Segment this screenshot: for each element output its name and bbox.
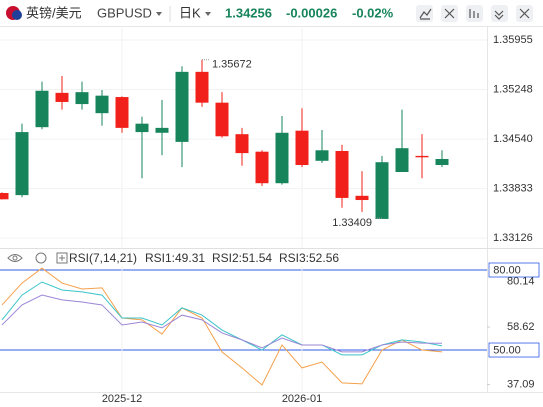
rsi-line	[1, 267, 443, 386]
dropdown-caret	[156, 12, 162, 16]
rsi-line	[1, 294, 443, 353]
candle-body	[275, 132, 289, 184]
y-tick-label: 1.33126	[493, 232, 533, 244]
candle-body	[395, 148, 409, 173]
price: 1.34256	[225, 5, 272, 20]
candle-body	[415, 155, 429, 158]
candle-body	[155, 127, 169, 133]
period[interactable]: 日K	[179, 5, 201, 20]
legend-entry: RSI3:52.56	[279, 251, 339, 265]
candle-body	[175, 71, 189, 142]
low-annotation: 1.33409	[332, 217, 372, 229]
reference-label-box	[488, 342, 540, 358]
reference-label: 50.00	[493, 344, 521, 356]
y-tick-label: 1.34540	[493, 133, 533, 145]
y-tick-label: 1.35955	[493, 34, 533, 46]
candle-body	[215, 102, 229, 137]
candle-body	[35, 90, 49, 128]
candle-body	[255, 151, 269, 184]
flag-icon	[12, 10, 22, 20]
candle-body	[0, 193, 9, 200]
candle-body	[135, 123, 149, 133]
x-tick-label: 2025-12	[102, 393, 142, 405]
candle-body	[95, 95, 109, 114]
candle-body	[15, 132, 29, 196]
high-annotation: 1.35672	[212, 59, 252, 71]
pair-name: 英镑/美元	[26, 5, 82, 20]
candle-body	[355, 195, 369, 201]
rsi-line	[1, 281, 443, 356]
candle-body	[75, 92, 89, 105]
candle-body	[335, 150, 349, 198]
toolbar-icons	[419, 8, 530, 20]
legend-entry: RSI2:51.54	[212, 251, 272, 265]
x-tick-label: 2026-01	[282, 393, 322, 405]
candle-body	[55, 92, 69, 102]
y-tick-label: 1.35248	[493, 83, 533, 95]
indicator-title: RSI(7,14,21)	[69, 251, 137, 265]
change: -0.00026	[286, 5, 337, 20]
legend-entry: RSI1:49.31	[145, 251, 205, 265]
candle-body	[235, 134, 249, 154]
candle-body	[315, 150, 329, 161]
reference-label: 80.00	[493, 264, 521, 276]
candle-body	[195, 71, 209, 103]
tool-button[interactable]	[491, 5, 508, 22]
candle-body	[375, 162, 389, 219]
y-tick-label: 80.14	[507, 276, 535, 288]
change-pct: -0.02%	[352, 5, 394, 20]
y-tick-label: 1.33833	[493, 183, 533, 195]
dropdown-caret	[205, 12, 211, 16]
candle-body	[115, 97, 129, 128]
pair-code[interactable]: GBPUSD	[97, 5, 152, 20]
indicator-icons	[7, 252, 68, 264]
y-tick-label: 58.62	[507, 321, 535, 333]
candle-body	[435, 158, 449, 166]
y-tick-label: 37.09	[507, 378, 535, 390]
candle-body	[295, 130, 309, 166]
